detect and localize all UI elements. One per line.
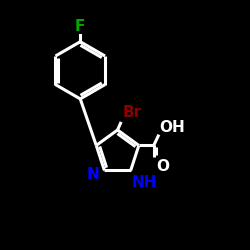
Text: F: F xyxy=(75,19,86,34)
Text: O: O xyxy=(157,159,170,174)
Text: Br: Br xyxy=(123,104,142,120)
Text: OH: OH xyxy=(160,120,185,135)
Text: NH: NH xyxy=(132,175,158,190)
Text: N: N xyxy=(86,167,99,182)
